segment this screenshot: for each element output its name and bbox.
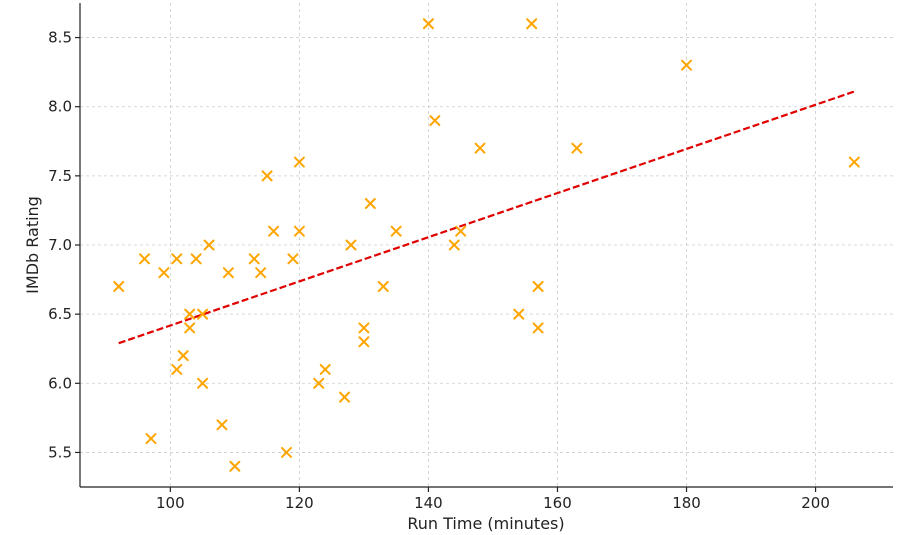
data-point [532, 280, 544, 292]
x-tick-label: 140 [414, 494, 443, 512]
data-point [287, 253, 299, 265]
x-tick-label: 120 [285, 494, 314, 512]
data-point [339, 391, 351, 403]
y-tick-label: 6.0 [48, 374, 72, 392]
data-point [571, 142, 583, 154]
data-point [319, 363, 331, 375]
data-point [455, 225, 467, 237]
data-point [358, 322, 370, 334]
x-tick-label: 100 [156, 494, 185, 512]
data-point [474, 142, 486, 154]
data-point [171, 363, 183, 375]
x-axis-label: Run Time (minutes) [407, 514, 564, 533]
data-point [216, 419, 228, 431]
data-point [268, 225, 280, 237]
data-point [345, 239, 357, 251]
y-tick-label: 7.0 [48, 236, 72, 254]
data-point [532, 322, 544, 334]
data-point [229, 460, 241, 472]
data-point [184, 308, 196, 320]
data-point [422, 18, 434, 30]
data-point [293, 156, 305, 168]
y-tick-label: 8.0 [48, 98, 72, 116]
data-point [139, 253, 151, 265]
data-point [177, 350, 189, 362]
x-tick-label: 200 [801, 494, 830, 512]
data-point [190, 253, 202, 265]
data-point [171, 253, 183, 265]
data-point [197, 308, 209, 320]
data-point [203, 239, 215, 251]
data-point [313, 377, 325, 389]
data-point [358, 336, 370, 348]
grid-layer [80, 3, 893, 487]
x-tick-label: 160 [543, 494, 572, 512]
data-point [222, 267, 234, 279]
data-point [513, 308, 525, 320]
axes-layer: 100 120 140 160 180 200 5.5 6.0 6.5 7.0 7.5 8.0 8.5 [48, 3, 893, 512]
data-point [145, 433, 157, 445]
points-layer [113, 18, 860, 472]
data-point [448, 239, 460, 251]
data-point [255, 267, 267, 279]
data-point [293, 225, 305, 237]
y-tick-label: 5.5 [48, 443, 72, 461]
trendline-layer [118, 90, 855, 345]
data-point [526, 18, 538, 30]
x-tick-label: 180 [672, 494, 701, 512]
y-tick-label: 7.5 [48, 167, 72, 185]
data-point [390, 225, 402, 237]
data-point [280, 446, 292, 458]
data-point [113, 280, 125, 292]
data-point [197, 377, 209, 389]
y-tick-label: 8.5 [48, 29, 72, 47]
y-axis-label: IMDb Rating [23, 196, 42, 294]
data-point [364, 198, 376, 210]
trendline [118, 90, 855, 345]
data-point [848, 156, 860, 168]
data-point [681, 59, 693, 71]
data-point [261, 170, 273, 182]
data-point [429, 115, 441, 127]
data-point [248, 253, 260, 265]
data-point [377, 280, 389, 292]
data-point [184, 322, 196, 334]
y-tick-label: 6.5 [48, 305, 72, 323]
data-point [158, 267, 170, 279]
